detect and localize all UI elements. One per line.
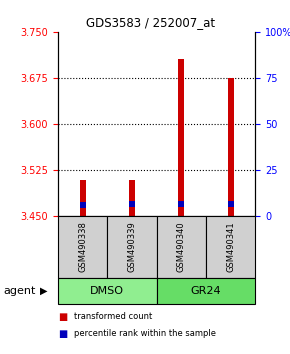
Bar [129,180,135,216]
Bar [178,59,184,216]
Bar [178,201,184,207]
Bar [107,216,157,278]
Bar [58,278,157,304]
Bar [80,202,86,208]
Text: DMSO: DMSO [90,286,124,296]
Text: ▶: ▶ [40,286,47,296]
Bar [228,201,233,207]
Bar [58,216,107,278]
Text: GDS3583 / 252007_at: GDS3583 / 252007_at [86,16,215,29]
Text: percentile rank within the sample: percentile rank within the sample [74,329,216,338]
Text: ■: ■ [58,312,67,322]
Bar [80,180,86,216]
Bar [228,78,233,216]
Bar [206,216,255,278]
Text: GSM490340: GSM490340 [177,222,186,272]
Text: GSM490338: GSM490338 [78,222,87,272]
Bar [129,201,135,207]
Bar [157,278,255,304]
Text: ■: ■ [58,329,67,339]
Text: agent: agent [3,286,35,296]
Text: transformed count: transformed count [74,312,152,321]
Bar [157,216,206,278]
Text: GSM490341: GSM490341 [226,222,235,272]
Text: GSM490339: GSM490339 [127,222,137,272]
Text: GR24: GR24 [191,286,221,296]
